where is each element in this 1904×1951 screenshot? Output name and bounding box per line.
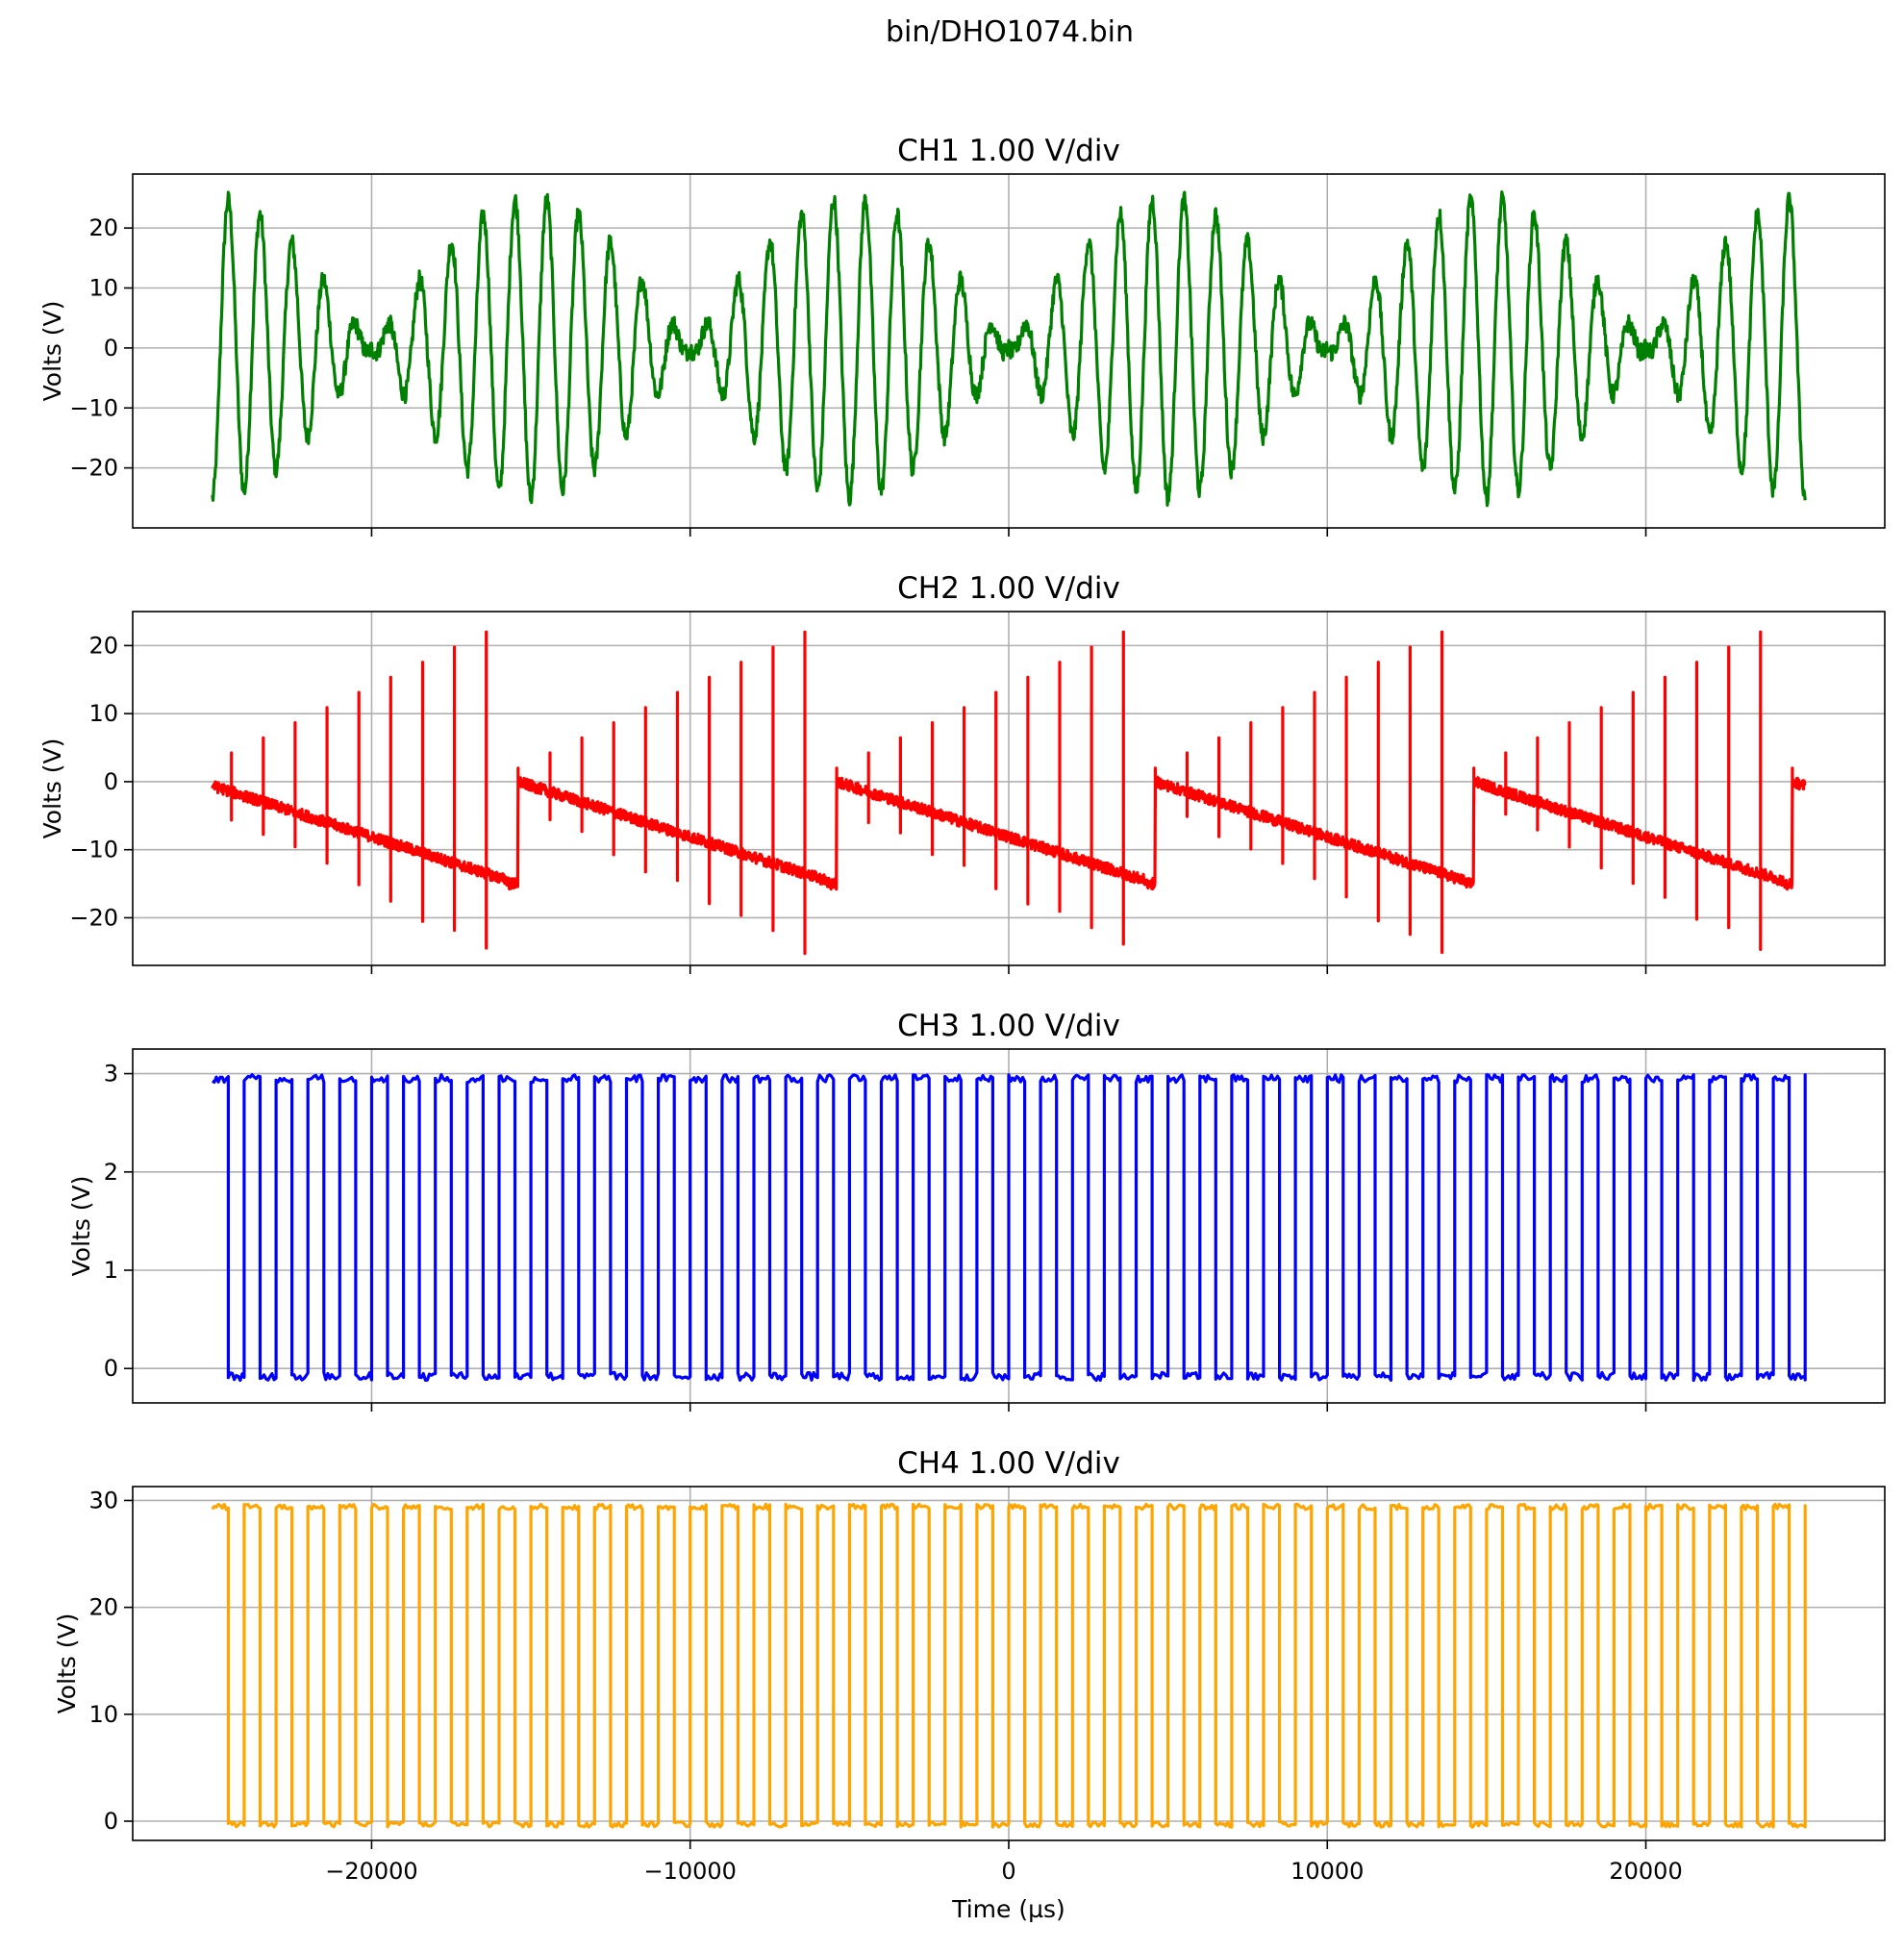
- panel-1: CH1 1.00 V/div −20 −10 0 10 20 Volts (V): [38, 134, 1886, 537]
- series-line: [211, 630, 1807, 956]
- y-tick-label: 0: [104, 335, 118, 362]
- series-line: [211, 1502, 1807, 1829]
- y-axis-label: Volts (V): [38, 738, 66, 839]
- y-tick-label: −20: [69, 455, 118, 482]
- y-tick-label: 0: [104, 1355, 118, 1382]
- y-tick-label: 30: [88, 1487, 118, 1513]
- y-tick-label: 10: [88, 700, 118, 727]
- panel-3: CH3 1.00 V/div 0 1 2 3 Volts (V): [67, 1009, 1886, 1412]
- y-tick-label: 10: [88, 275, 118, 302]
- series-line: [212, 1073, 1807, 1383]
- x-tick-label: −20000: [325, 1858, 417, 1885]
- y-tick-label: 10: [88, 1701, 118, 1728]
- y-tick-label: 3: [104, 1061, 118, 1088]
- figure-title: bin/DHO1074.bin: [886, 15, 1134, 49]
- x-tick-label: −10000: [643, 1858, 736, 1885]
- panel-4: CH4 1.00 V/div 0 10 20 30 −20000 −10000 0 10000 2…: [53, 1446, 1886, 1923]
- y-tick-label: −10: [69, 394, 118, 421]
- y-tick-label: −10: [69, 837, 118, 863]
- y-tick-label: 1: [104, 1257, 118, 1284]
- x-tick-label: 10000: [1290, 1858, 1364, 1885]
- panel-title: CH1 1.00 V/div: [897, 134, 1120, 168]
- x-tick-label: 0: [1001, 1858, 1015, 1885]
- series-line: [211, 190, 1807, 508]
- panel-title: CH3 1.00 V/div: [897, 1009, 1120, 1043]
- x-axis-label: Time (µs): [951, 1895, 1065, 1923]
- y-tick-label: 20: [88, 1594, 118, 1621]
- y-axis-label: Volts (V): [67, 1176, 95, 1277]
- y-axis-label: Volts (V): [53, 1613, 81, 1714]
- panel-title: CH2 1.00 V/div: [897, 571, 1120, 606]
- y-tick-label: 20: [88, 632, 118, 659]
- y-axis-label: Volts (V): [38, 301, 66, 402]
- y-tick-label: 20: [88, 214, 118, 241]
- y-tick-label: 2: [104, 1159, 118, 1186]
- panel-2: CH2 1.00 V/div −20 −10 0 10 20 Volts (V): [38, 571, 1886, 974]
- y-tick-label: −20: [69, 904, 118, 931]
- y-tick-label: 0: [104, 1808, 118, 1835]
- y-tick-label: 0: [104, 768, 118, 795]
- x-tick-label: 20000: [1609, 1858, 1682, 1885]
- panel-title: CH4 1.00 V/div: [897, 1446, 1120, 1481]
